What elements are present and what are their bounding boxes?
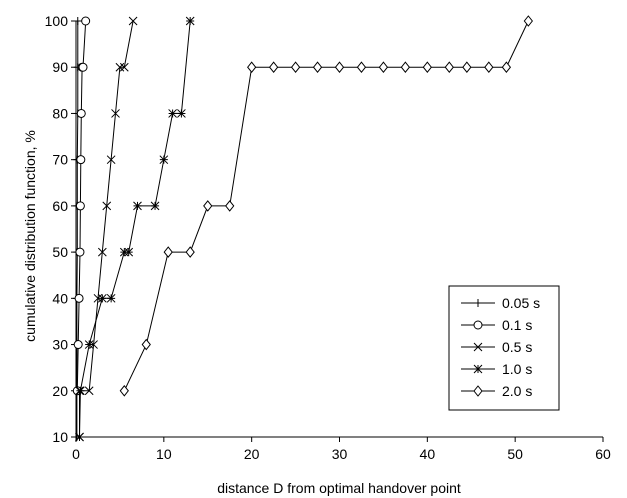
- data-point: [422, 61, 432, 74]
- y-tick-label: 10: [52, 429, 68, 445]
- series-layer: [72, 15, 533, 442]
- data-point: [523, 15, 533, 27]
- y-tick-label: 90: [52, 59, 68, 75]
- data-point: [356, 61, 367, 74]
- y-tick-label: 70: [52, 152, 68, 168]
- data-point: [334, 61, 345, 74]
- legend-marker: [473, 320, 483, 330]
- legend-label: 0.5 s: [502, 339, 532, 355]
- data-point: [106, 155, 116, 165]
- y-axis-title: cumulative distribution function, %: [22, 130, 38, 342]
- data-point: [203, 200, 213, 212]
- legend-marker: [474, 299, 482, 307]
- data-point: [75, 201, 85, 211]
- x-tick-label: 20: [244, 446, 260, 462]
- legend-item: 1.0 s: [461, 361, 532, 377]
- data-point: [124, 247, 134, 257]
- y-tick-label: 20: [52, 383, 68, 399]
- data-point: [102, 201, 112, 211]
- y-tick-label: 100: [45, 13, 69, 29]
- data-point: [400, 61, 411, 74]
- y-tick-label: 60: [52, 198, 68, 214]
- x-tick-label: 40: [420, 446, 436, 462]
- x-tick-label: 50: [507, 446, 523, 462]
- legend-label: 2.0 s: [502, 383, 532, 399]
- data-point: [185, 16, 195, 26]
- series-line: [79, 20, 191, 438]
- data-point: [185, 246, 195, 258]
- data-point: [81, 16, 91, 26]
- data-point: [168, 109, 177, 118]
- data-point: [119, 384, 129, 397]
- y-tick-label: 50: [52, 244, 68, 260]
- data-point: [444, 61, 454, 74]
- data-point: [247, 61, 257, 74]
- data-point: [119, 62, 129, 72]
- series-1-0s: [75, 16, 195, 442]
- data-point: [225, 200, 235, 212]
- legend-item: 0.5 s: [461, 339, 532, 355]
- data-point: [76, 155, 86, 165]
- data-point: [75, 432, 84, 442]
- series-line: [79, 20, 134, 437]
- data-point: [484, 61, 494, 74]
- data-point: [268, 61, 279, 74]
- data-point: [128, 16, 138, 26]
- data-point: [378, 61, 389, 74]
- legend-marker: [473, 364, 483, 374]
- data-point: [97, 293, 107, 303]
- data-point: [93, 293, 103, 303]
- legend-label: 1.0 s: [502, 361, 532, 377]
- data-point: [119, 247, 129, 257]
- legend-items: 0.05 s 0.1 s 0.5 s 1.0 s 2.0 s: [461, 295, 540, 399]
- x-tick-label: 60: [595, 446, 611, 462]
- data-point: [150, 201, 160, 211]
- data-point: [84, 340, 94, 349]
- data-point: [133, 201, 142, 211]
- legend: 0.05 s 0.1 s 0.5 s 1.0 s 2.0 s: [448, 285, 560, 411]
- y-tick-label: 30: [52, 337, 68, 353]
- x-tick-label: 30: [332, 446, 348, 462]
- data-point: [177, 109, 186, 118]
- y-tick-label: 80: [52, 105, 68, 121]
- data-point: [89, 340, 98, 349]
- x-axis-title: distance D from optimal handover point: [217, 480, 461, 496]
- y-tick-label: 40: [52, 290, 68, 306]
- legend-marker: [473, 342, 483, 352]
- data-point: [290, 61, 301, 74]
- data-point: [78, 62, 88, 72]
- data-point: [501, 61, 512, 74]
- x-tick-label: 0: [72, 446, 80, 462]
- data-point: [141, 338, 151, 351]
- series-0-5s: [75, 16, 138, 442]
- series-line: [76, 21, 79, 437]
- data-point: [106, 293, 116, 303]
- legend-marker: [473, 385, 483, 397]
- data-point: [97, 247, 107, 257]
- legend-label: 0.1 s: [502, 317, 532, 333]
- data-point: [462, 61, 472, 74]
- series-2-0s: [119, 15, 533, 397]
- data-point: [73, 17, 82, 25]
- data-point: [76, 386, 85, 396]
- data-point: [111, 109, 120, 118]
- data-point: [312, 61, 323, 74]
- data-point: [163, 246, 173, 258]
- legend-box: [448, 285, 560, 411]
- legend-item: 0.05 s: [461, 295, 540, 311]
- x-tick-label: 10: [156, 446, 172, 462]
- data-point: [75, 247, 85, 257]
- data-point: [84, 386, 94, 396]
- data-point: [73, 340, 83, 350]
- data-point: [115, 62, 125, 72]
- data-point: [159, 155, 169, 165]
- data-point: [74, 293, 84, 303]
- legend-item: 2.0 s: [461, 383, 532, 399]
- legend-label: 0.05 s: [502, 295, 540, 311]
- legend-item: 0.1 s: [461, 317, 532, 333]
- data-point: [76, 108, 86, 118]
